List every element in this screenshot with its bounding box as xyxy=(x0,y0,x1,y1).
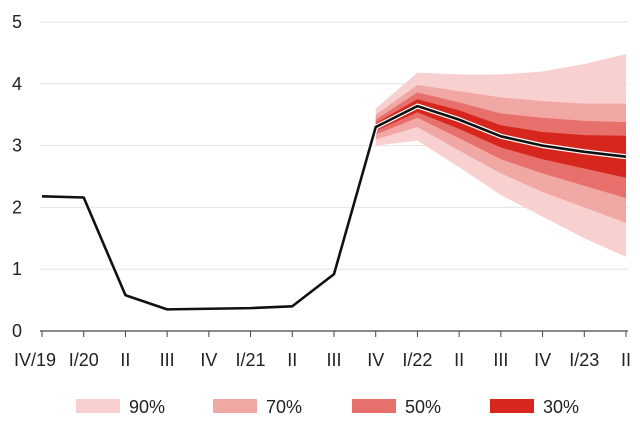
legend-label: 70% xyxy=(266,397,302,417)
x-tick-label: III xyxy=(160,350,175,370)
x-tick-label: II xyxy=(287,350,297,370)
legend-swatch xyxy=(490,399,534,413)
legend-item: 50% xyxy=(352,397,441,417)
x-tick-label: I/20 xyxy=(69,350,99,370)
x-tick-label: IV xyxy=(534,350,551,370)
x-tick-label: I/21 xyxy=(236,350,266,370)
legend-item: 30% xyxy=(490,397,579,417)
x-tick-label: III xyxy=(493,350,508,370)
legend-swatch xyxy=(76,399,120,413)
central-projection xyxy=(41,103,627,312)
x-tick-label: IV xyxy=(367,350,384,370)
x-tick-label: I/22 xyxy=(402,350,432,370)
legend-swatch xyxy=(352,399,396,413)
legend-label: 90% xyxy=(129,397,165,417)
y-tick-label: 2 xyxy=(12,197,22,217)
legend-swatch xyxy=(213,399,257,413)
x-axis: IV/19 I/20 II III IV I/21 II III IV I/22 II III IV I/… xyxy=(14,330,631,370)
y-tick-label: 3 xyxy=(12,136,22,156)
x-tick-label: III xyxy=(326,350,341,370)
legend-label: 50% xyxy=(405,397,441,417)
y-tick-label: 1 xyxy=(12,259,22,279)
x-tick-label: IV/19 xyxy=(14,350,56,370)
legend-item: 90% xyxy=(76,397,165,417)
x-tick-label: I/23 xyxy=(569,350,599,370)
x-tick-label: II xyxy=(120,350,130,370)
legend-item: 70% xyxy=(213,397,302,417)
y-axis: 0 1 2 3 4 5 xyxy=(12,12,22,341)
y-tick-label: 0 xyxy=(12,321,22,341)
legend: 90% 70% 50% 30% xyxy=(76,397,579,417)
fan-bands xyxy=(375,54,626,257)
legend-label: 30% xyxy=(543,397,579,417)
y-tick-label: 5 xyxy=(12,12,22,32)
x-tick-label: II xyxy=(621,350,631,370)
x-tick-label: IV xyxy=(200,350,217,370)
y-tick-label: 4 xyxy=(12,74,22,94)
x-tick-label: II xyxy=(454,350,464,370)
